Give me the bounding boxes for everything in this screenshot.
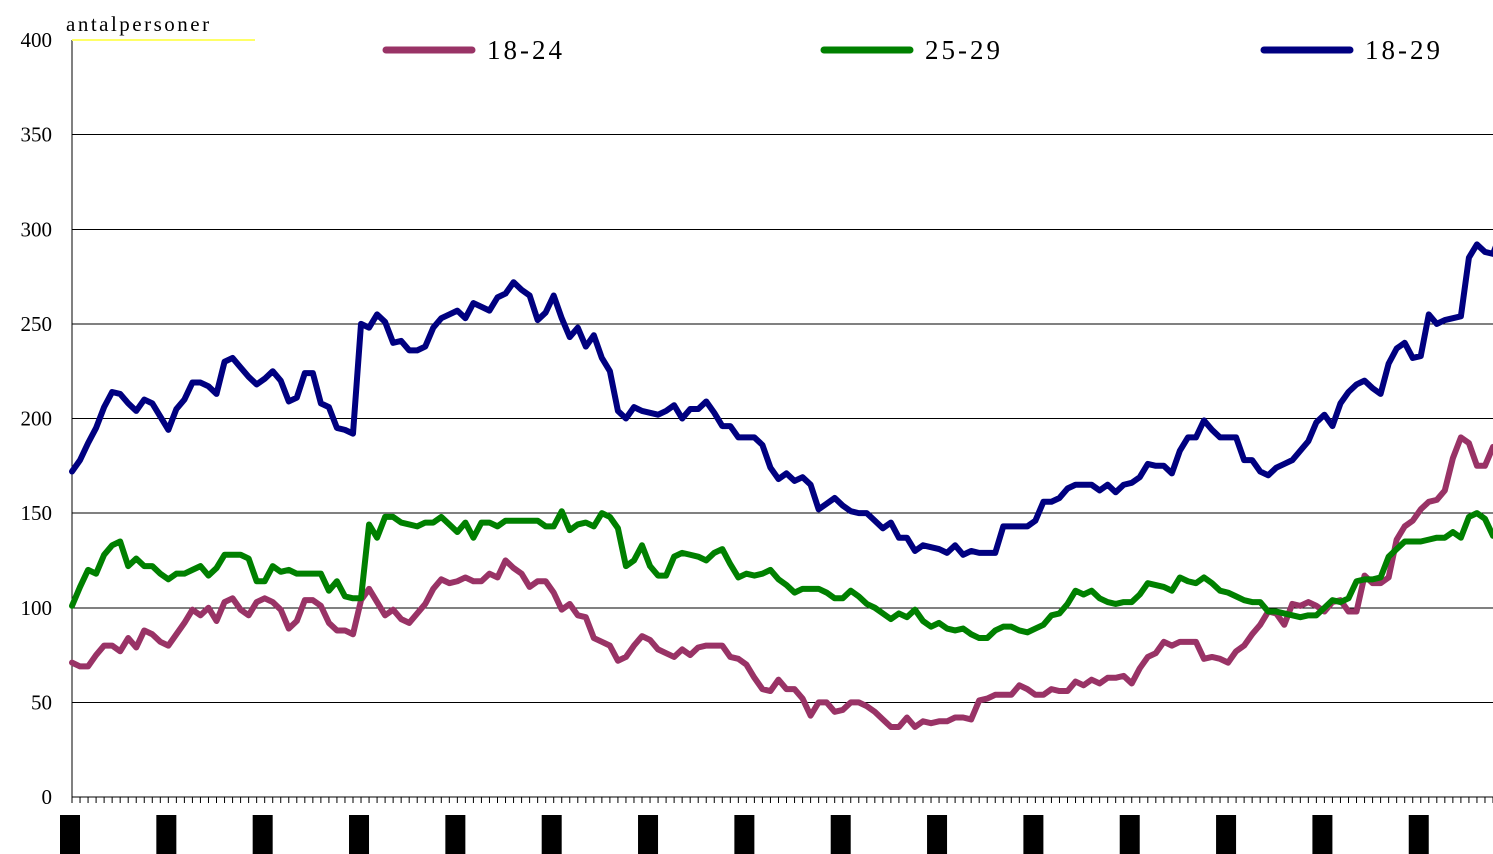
y-axis-label: antalpersoner [66, 12, 212, 36]
series-line-18-24 [69, 434, 1493, 730]
x-tick-label-block [1408, 815, 1429, 854]
series-lines [69, 241, 1493, 730]
y-tick-label: 0 [42, 785, 53, 809]
y-tick-label: 100 [21, 596, 53, 620]
y-tick-label: 400 [21, 28, 53, 52]
x-tick-label-block [60, 815, 80, 854]
x-tick-label-block [1119, 815, 1140, 854]
series-line-25-29 [69, 508, 1493, 642]
series-line-18-29 [69, 241, 1493, 558]
y-tick-label: 200 [21, 407, 53, 431]
legend-label-18-29: 18-29 [1365, 35, 1443, 65]
x-tick-label-block [734, 815, 755, 854]
x-axis-tick-labels [60, 815, 1429, 854]
x-tick-label-block [541, 815, 562, 854]
x-tick-label-block [156, 815, 177, 854]
gridlines [72, 134, 1493, 703]
y-tick-label: 300 [21, 217, 53, 241]
x-tick-label-block [1216, 815, 1237, 854]
x-tick-label-block [1312, 815, 1333, 854]
y-tick-label: 150 [21, 501, 53, 525]
x-tick-label-block [638, 815, 659, 854]
y-axis-ticks: 0 50 100 150 200 250 300 350 400 [21, 28, 53, 809]
y-tick-label: 50 [31, 690, 52, 714]
x-tick-label-block [927, 815, 948, 854]
legend: 18-24 25-29 18-29 [382, 35, 1443, 65]
y-tick-label: 250 [21, 312, 53, 336]
legend-label-25-29: 25-29 [925, 35, 1003, 65]
x-axis-ticks [71, 797, 1493, 803]
legend-label-18-24: 18-24 [487, 35, 565, 65]
x-tick-label-block [445, 815, 466, 854]
x-tick-label-block [252, 815, 273, 854]
x-tick-label-block [1023, 815, 1044, 854]
y-tick-label: 350 [21, 123, 53, 147]
x-tick-label-block [349, 815, 370, 854]
x-tick-label-block [830, 815, 851, 854]
